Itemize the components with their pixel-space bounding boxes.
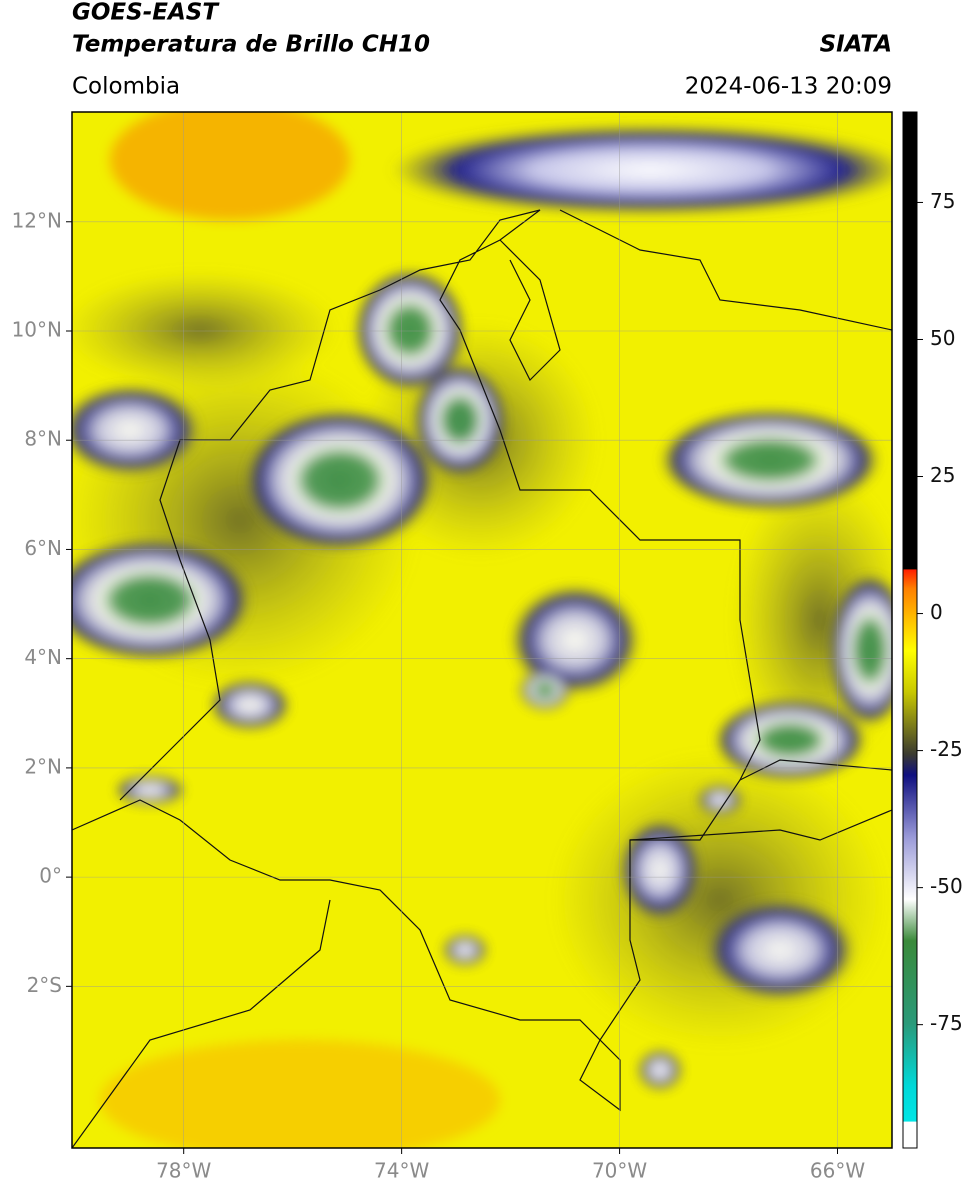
y-tick-label: 2°S	[27, 973, 62, 997]
x-tick-label: 66°W	[810, 1159, 865, 1183]
x-tick-label: 74°W	[374, 1159, 429, 1183]
y-tick-label: 12°N	[12, 208, 62, 232]
borders	[72, 209, 892, 1148]
colorbar-tick-label: 25	[930, 463, 955, 487]
y-tick-label: 0°	[39, 864, 62, 888]
satellite-image	[72, 112, 892, 1148]
region: Colombia	[72, 74, 180, 100]
y-tick-label: 2°N	[24, 754, 62, 778]
x-tick-label: 78°W	[156, 1159, 211, 1183]
title: GOES-EAST	[72, 0, 220, 26]
datetime: 2024-06-13 20:09	[685, 74, 892, 100]
y-tick-label: 6°N	[24, 536, 62, 560]
y-tick-label: 4°N	[24, 645, 62, 669]
source: SIATA	[820, 32, 892, 58]
colorbar-tick-label: 75	[930, 189, 955, 213]
colorbar	[902, 111, 918, 1149]
subtitle: Temperatura de Brillo CH10	[72, 32, 430, 58]
colorbar-tick-label: 0	[930, 600, 943, 624]
map-frame	[71, 111, 893, 1149]
colorbar-tick-label: -50	[930, 874, 963, 898]
colorbar-tick-label: 50	[930, 326, 955, 350]
y-tick-label: 8°N	[24, 427, 62, 451]
colorbar-tick-label: -75	[930, 1011, 963, 1035]
y-tick-label: 10°N	[12, 317, 62, 341]
colorbar-tick-label: -25	[930, 737, 963, 761]
x-tick-label: 70°W	[592, 1159, 647, 1183]
